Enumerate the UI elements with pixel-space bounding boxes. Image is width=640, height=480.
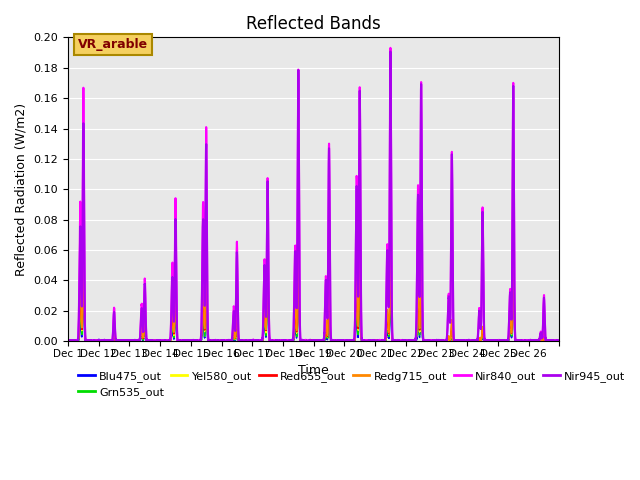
Yel580_out — [556, 338, 563, 344]
Nir945_out — [285, 338, 292, 344]
Line: Grn535_out: Grn535_out — [68, 228, 559, 341]
Nir945_out — [81, 335, 89, 341]
Nir945_out — [493, 338, 500, 344]
Nir840_out — [215, 338, 223, 344]
Yel580_out — [64, 338, 72, 344]
Red655_out — [64, 338, 72, 344]
Yel580_out — [191, 338, 199, 344]
Nir945_out — [556, 338, 563, 344]
Nir840_out — [285, 338, 292, 344]
Line: Blu475_out: Blu475_out — [68, 251, 559, 341]
Blu475_out — [215, 338, 223, 344]
Nir840_out — [81, 333, 89, 339]
Red655_out — [285, 338, 292, 344]
Nir945_out — [64, 338, 72, 344]
Redg715_out — [215, 337, 223, 343]
Nir840_out — [191, 338, 199, 344]
Blu475_out — [191, 338, 199, 344]
Blu475_out — [509, 248, 517, 254]
Nir840_out — [64, 338, 72, 344]
Nir945_out — [191, 338, 199, 344]
Red655_out — [493, 337, 500, 343]
X-axis label: Time: Time — [298, 364, 329, 377]
Redg715_out — [556, 338, 563, 344]
Blu475_out — [285, 338, 292, 344]
Yel580_out — [81, 337, 89, 343]
Yel580_out — [509, 216, 517, 222]
Grn535_out — [215, 338, 223, 344]
Grn535_out — [509, 225, 517, 230]
Redg715_out — [509, 202, 517, 208]
Line: Red655_out: Red655_out — [68, 211, 559, 341]
Blu475_out — [493, 338, 500, 344]
Blu475_out — [433, 338, 441, 344]
Yel580_out — [493, 338, 500, 344]
Legend: Blu475_out, Grn535_out, Yel580_out, Red655_out, Redg715_out, Nir840_out, Nir945_: Blu475_out, Grn535_out, Yel580_out, Red6… — [74, 366, 630, 403]
Nir840_out — [556, 338, 563, 344]
Grn535_out — [433, 338, 441, 344]
Title: Reflected Bands: Reflected Bands — [246, 15, 381, 33]
Yel580_out — [64, 338, 72, 344]
Grn535_out — [81, 338, 89, 344]
Grn535_out — [191, 338, 199, 344]
Grn535_out — [285, 338, 292, 344]
Nir945_out — [215, 337, 223, 343]
Red655_out — [191, 338, 199, 344]
Grn535_out — [64, 338, 72, 344]
Y-axis label: Reflected Radiation (W/m2): Reflected Radiation (W/m2) — [15, 103, 28, 276]
Red655_out — [433, 338, 441, 344]
Nir945_out — [64, 338, 72, 344]
Red655_out — [81, 337, 89, 343]
Line: Nir840_out: Nir840_out — [68, 48, 559, 341]
Nir840_out — [493, 338, 500, 344]
Yel580_out — [285, 338, 292, 344]
Redg715_out — [64, 338, 72, 344]
Text: VR_arable: VR_arable — [78, 38, 148, 51]
Redg715_out — [285, 338, 292, 344]
Nir840_out — [387, 45, 394, 51]
Blu475_out — [64, 338, 72, 344]
Nir840_out — [433, 338, 441, 344]
Nir945_out — [387, 48, 394, 54]
Redg715_out — [64, 338, 72, 344]
Yel580_out — [215, 338, 223, 344]
Red655_out — [556, 338, 563, 344]
Grn535_out — [493, 338, 500, 344]
Yel580_out — [433, 338, 441, 344]
Line: Nir945_out: Nir945_out — [68, 51, 559, 341]
Red655_out — [509, 208, 517, 214]
Blu475_out — [81, 337, 89, 343]
Nir945_out — [433, 338, 441, 344]
Redg715_out — [493, 338, 500, 344]
Redg715_out — [81, 337, 89, 343]
Line: Yel580_out: Yel580_out — [68, 219, 559, 341]
Redg715_out — [191, 338, 199, 344]
Red655_out — [215, 338, 223, 344]
Redg715_out — [433, 338, 441, 344]
Grn535_out — [556, 338, 563, 344]
Line: Redg715_out: Redg715_out — [68, 205, 559, 341]
Blu475_out — [556, 338, 563, 344]
Nir840_out — [64, 338, 72, 344]
